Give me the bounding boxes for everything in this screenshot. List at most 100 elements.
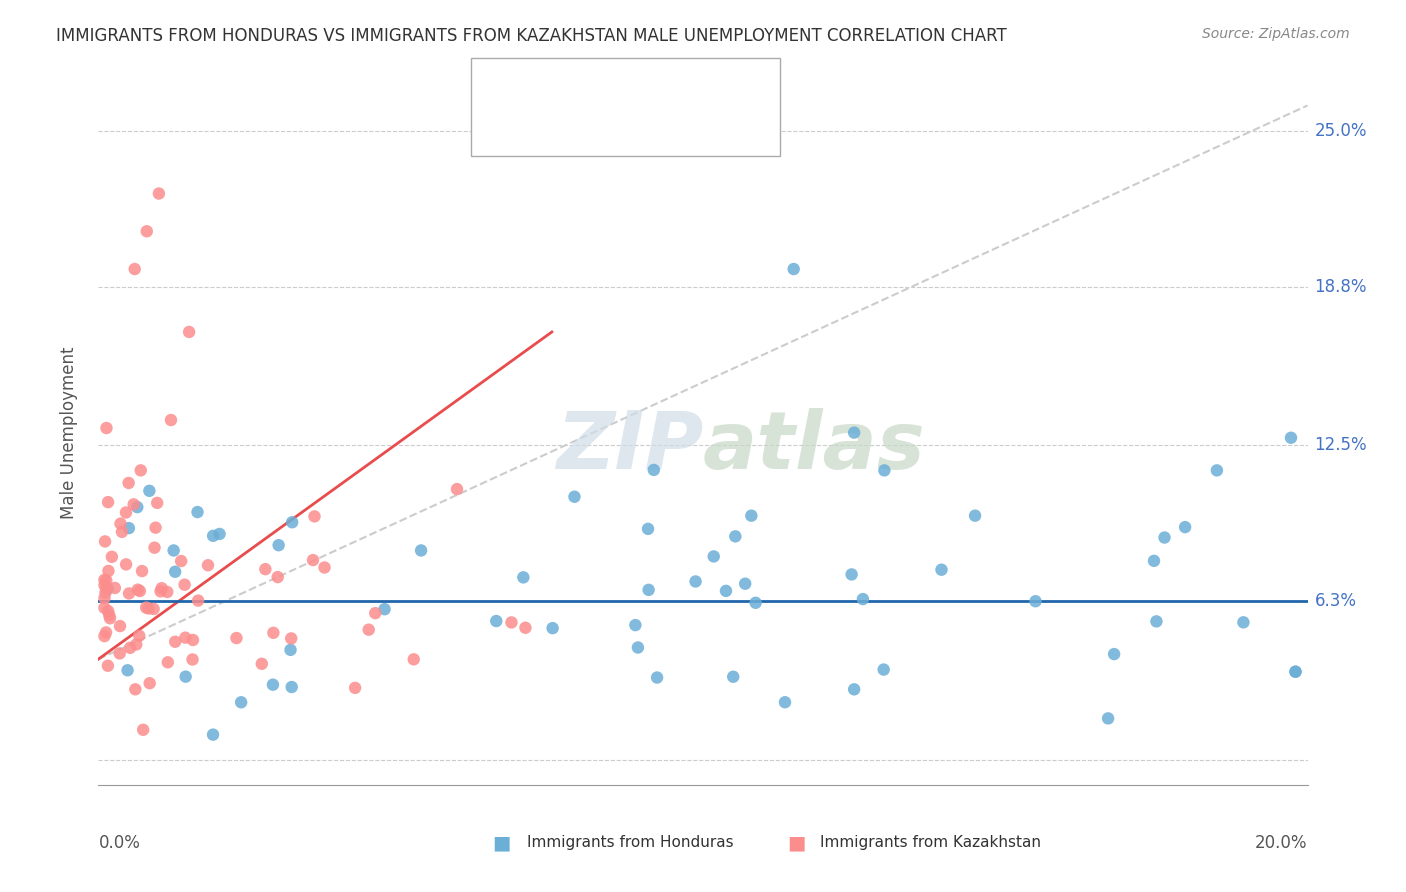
Point [515,621,537,635]
Point [181,632,204,647]
Text: 0.333: 0.333 [562,109,610,123]
Point [94,625,117,640]
Point [225,631,247,645]
Text: 0.0%: 0.0% [98,834,141,852]
Text: R =: R = [520,76,554,90]
Point [93,600,115,615]
Point [131,564,153,578]
Text: 20.0%: 20.0% [1256,834,1308,852]
Point [174,670,197,684]
Point [93,591,115,606]
Point [304,509,326,524]
Point [165,634,187,648]
Point [302,553,325,567]
Text: 6.3%: 6.3% [1315,592,1357,610]
Point [357,623,380,637]
Point [624,618,647,632]
Point [132,723,155,737]
Point [165,565,187,579]
Point [1232,615,1254,630]
Point [93,573,115,587]
Text: 77: 77 [657,109,678,123]
Point [148,186,170,201]
Point [94,534,117,549]
Point [1024,594,1046,608]
Point [202,529,225,543]
Point [115,506,138,520]
Point [186,505,208,519]
Point [1153,531,1175,545]
Point [1284,665,1306,679]
Point [143,541,166,555]
Point [280,632,302,646]
Point [873,663,896,677]
Point [501,615,523,630]
Point [174,631,197,645]
Point [965,508,987,523]
Text: N =: N = [619,109,652,123]
Point [852,592,875,607]
Point [108,647,131,661]
Point [115,558,138,572]
Point [145,521,167,535]
Text: Immigrants from Honduras: Immigrants from Honduras [527,836,734,850]
Point [120,640,142,655]
Point [512,570,534,584]
Point [97,582,120,596]
Point [724,529,747,543]
Text: 0.009: 0.009 [562,76,610,90]
Point [110,516,132,531]
Point [685,574,707,589]
Point [104,581,127,595]
Point [202,728,225,742]
Point [643,463,665,477]
Point [645,671,668,685]
Point [96,421,118,435]
Point [873,463,896,477]
Point [344,681,367,695]
Text: 18.8%: 18.8% [1315,277,1367,295]
Point [734,576,756,591]
Point [1206,463,1229,477]
Point [740,508,762,523]
Point [773,695,796,709]
Point [1174,520,1197,534]
Point [135,600,157,615]
Point [723,670,745,684]
Point [409,543,432,558]
Point [96,574,118,588]
Point [117,663,139,677]
Point [94,581,117,595]
Point [97,564,120,578]
Point [128,629,150,643]
Point [160,413,183,427]
Text: ZIP: ZIP [555,408,703,486]
Point [149,584,172,599]
Point [627,640,650,655]
Point [280,680,302,694]
Point [125,638,148,652]
Point [637,522,659,536]
Point [93,578,115,592]
Point [1102,647,1125,661]
Point [128,584,150,599]
Point [402,652,425,666]
Point [374,602,396,616]
Point [1284,665,1306,679]
Point [142,602,165,616]
Point [156,585,179,599]
Text: 12.5%: 12.5% [1315,436,1367,454]
Text: ■: ■ [492,106,510,126]
Point [841,567,863,582]
Point [637,582,659,597]
Point [150,581,173,595]
Point [93,629,115,643]
Point [173,577,195,591]
Point [135,224,157,238]
Point [118,521,141,535]
Point [262,625,284,640]
Point [138,676,160,690]
Point [744,596,766,610]
Point [118,586,141,600]
Point [364,606,387,620]
